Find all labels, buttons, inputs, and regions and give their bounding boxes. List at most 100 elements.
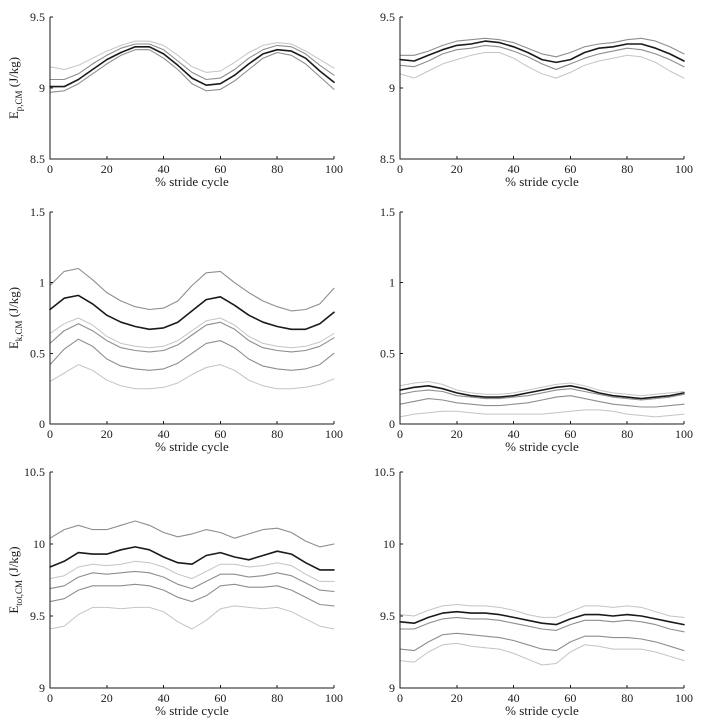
series-line-3 (399, 616, 685, 633)
x-axis-label: % stride cycle (155, 703, 229, 718)
series-line-3 (49, 45, 335, 88)
axis-lines (49, 212, 334, 425)
x-tick-label: 20 (451, 691, 463, 705)
x-tick-label: 100 (325, 691, 343, 705)
y-tick-label: 1 (39, 276, 45, 290)
y-tick-label: 8.5 (30, 152, 45, 166)
series-line-5 (399, 642, 685, 666)
x-tick-label: 80 (271, 162, 283, 176)
series-line-2 (399, 610, 685, 626)
x-tick-label: 80 (621, 162, 633, 176)
x-tick-label: 40 (508, 162, 520, 176)
x-tick-label: 80 (271, 427, 283, 441)
series-line-2 (49, 546, 335, 571)
series-line-4 (49, 49, 335, 93)
x-tick-label: 100 (675, 427, 693, 441)
y-tick-label: 9.5 (30, 10, 45, 24)
series-line-6 (49, 605, 335, 630)
x-tick-label: 80 (271, 691, 283, 705)
axis-lines (49, 472, 334, 689)
chart-panel-1: 0 20 40 60 80 100 8.5 9 9.5 % stride cycle Ep,CM (… (6, 10, 343, 189)
series-line-5 (49, 338, 335, 371)
series-line-4 (49, 321, 335, 353)
x-tick-label: 100 (325, 427, 343, 441)
x-tick-label: 60 (564, 691, 576, 705)
x-axis-label: % stride cycle (505, 703, 579, 718)
x-tick-label: 40 (508, 427, 520, 441)
y-tick-label: 9.5 (30, 609, 45, 623)
chart-panel-4: 0 20 40 60 80 100 0 0.5 1 1.5 % stride cycle (380, 205, 693, 454)
series-line-4 (399, 52, 685, 79)
y-tick-label: 10.5 (24, 465, 45, 479)
x-tick-label: 0 (397, 162, 403, 176)
series-line-2 (49, 43, 335, 81)
series-line-5 (399, 409, 685, 418)
x-axis-label: % stride cycle (505, 174, 579, 189)
series-line-4 (49, 570, 335, 593)
series-line-3 (49, 560, 335, 582)
x-tick-label: 60 (564, 162, 576, 176)
x-tick-label: 40 (508, 691, 520, 705)
axis-lines (399, 472, 684, 689)
series-line-6 (49, 364, 335, 390)
x-tick-label: 20 (101, 162, 113, 176)
series-line-1 (49, 40, 335, 73)
x-tick-label: 0 (47, 162, 53, 176)
y-tick-label: 0 (39, 417, 45, 431)
y-tick-label: 1.5 (380, 205, 395, 219)
x-tick-label: 0 (397, 427, 403, 441)
x-tick-label: 0 (397, 691, 403, 705)
x-tick-label: 0 (47, 691, 53, 705)
x-tick-label: 100 (675, 691, 693, 705)
y-tick-label: 9 (389, 81, 395, 95)
x-tick-label: 40 (158, 427, 170, 441)
series-line-1 (399, 37, 685, 58)
y-tick-label: 10 (383, 537, 395, 551)
series-line-4 (399, 632, 685, 652)
series-line-2 (399, 40, 685, 64)
series-line-4 (399, 395, 685, 408)
y-tick-label: 0.5 (30, 346, 45, 360)
x-axis-label: % stride cycle (155, 174, 229, 189)
y-axis-label: Etot,CM (J/kg) (6, 546, 24, 613)
x-tick-label: 20 (101, 427, 113, 441)
series-line-1 (399, 381, 685, 397)
x-tick-label: 80 (621, 691, 633, 705)
series-line-5 (49, 583, 335, 607)
y-tick-label: 9 (39, 81, 45, 95)
x-tick-label: 60 (214, 427, 226, 441)
y-tick-label: 0 (389, 417, 395, 431)
y-tick-label: 0.5 (380, 346, 395, 360)
x-tick-label: 20 (451, 162, 463, 176)
x-tick-label: 100 (325, 162, 343, 176)
x-tick-label: 40 (158, 162, 170, 176)
y-tick-label: 9 (39, 681, 45, 695)
series-line-3 (399, 388, 685, 401)
y-tick-label: 8.5 (380, 152, 395, 166)
series-line-3 (49, 317, 335, 349)
series-line-3 (399, 44, 685, 71)
series-line-1 (49, 520, 335, 548)
x-tick-label: 60 (214, 691, 226, 705)
chart-panel-6: 0 20 40 60 80 100 9 9.5 10 10.5 % stride cycle (374, 465, 693, 718)
y-tick-label: 10 (33, 537, 45, 551)
x-tick-label: 20 (101, 691, 113, 705)
x-axis-label: % stride cycle (155, 439, 229, 454)
chart-panel-2: 0 20 40 60 80 100 8.5 9 9.5 % stride cycle (380, 10, 693, 189)
y-tick-label: 1.5 (30, 205, 45, 219)
x-tick-label: 60 (564, 427, 576, 441)
y-axis-label: Ek,CM (J/kg) (6, 287, 24, 349)
y-tick-label: 9 (389, 681, 395, 695)
chart-panel-5: 0 20 40 60 80 100 9 9.5 10 10.5 % stride cycle Etot… (6, 465, 343, 718)
axis-lines (399, 212, 684, 425)
series-line-2 (399, 384, 685, 400)
x-tick-label: 40 (158, 691, 170, 705)
x-tick-label: 80 (621, 427, 633, 441)
y-tick-label: 9.5 (380, 609, 395, 623)
x-tick-label: 20 (451, 427, 463, 441)
y-tick-label: 10.5 (374, 465, 395, 479)
x-tick-label: 60 (214, 162, 226, 176)
chart-panel-3: 0 20 40 60 80 100 0 0.5 1 1.5 % stride cycle Ek,CM … (6, 205, 343, 454)
series-line-1 (49, 267, 335, 312)
